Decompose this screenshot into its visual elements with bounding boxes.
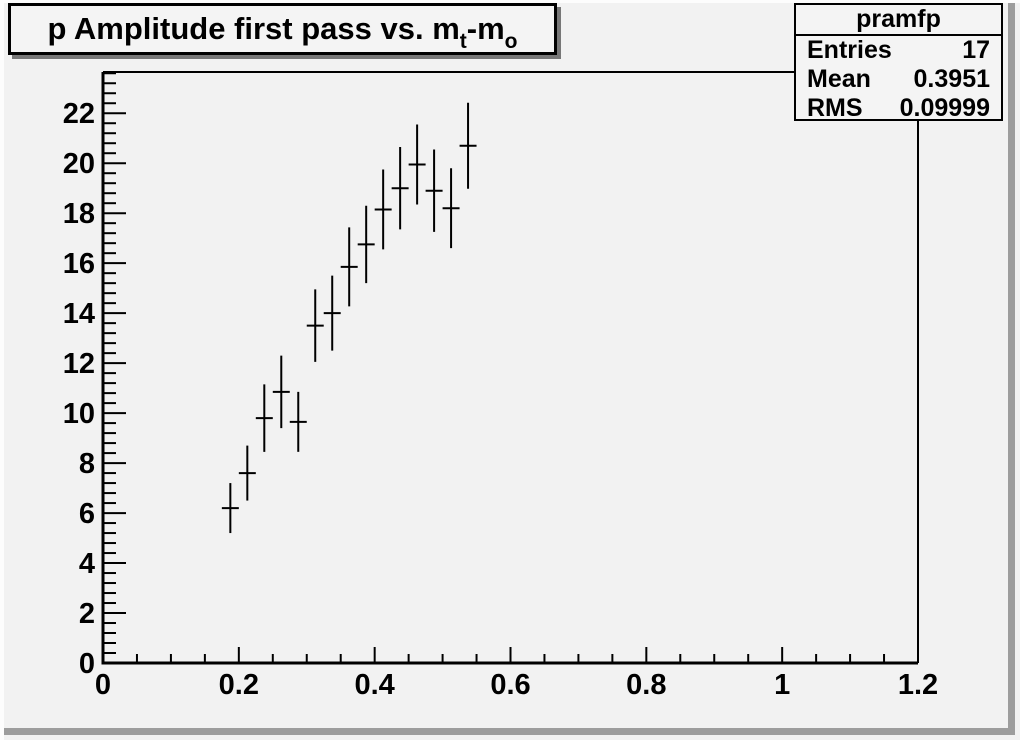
stats-value: 0.3951: [913, 65, 990, 93]
y-axis: 0 2 4 6 8 10 12 14 16 18 20 22: [63, 72, 126, 680]
svg-text:4: 4: [79, 548, 95, 580]
stats-label: RMS: [807, 94, 863, 122]
svg-text:0.4: 0.4: [355, 669, 395, 701]
svg-text:1: 1: [774, 669, 790, 701]
plot-frame: [101, 71, 919, 665]
stats-label: Mean: [807, 65, 871, 93]
stats-value: 17: [962, 36, 990, 64]
svg-text:0.2: 0.2: [219, 669, 259, 701]
svg-text:0: 0: [95, 669, 111, 701]
title-subscript-o: o: [504, 30, 518, 53]
svg-text:10: 10: [63, 398, 95, 430]
svg-text:2: 2: [79, 598, 95, 630]
svg-text:0.8: 0.8: [626, 669, 666, 701]
chart-title-box: p Amplitude first pass vs. mt-mo: [8, 3, 557, 55]
svg-text:0.6: 0.6: [490, 669, 530, 701]
stats-value: 0.09999: [899, 94, 990, 122]
svg-text:1.2: 1.2: [898, 669, 938, 701]
svg-text:18: 18: [63, 198, 95, 230]
svg-text:8: 8: [79, 448, 95, 480]
stats-row-rms: RMS 0.09999: [796, 94, 1001, 123]
canvas-bevel-right: [1008, 3, 1015, 735]
canvas-bevel-bottom: [4, 728, 1015, 735]
svg-text:0: 0: [79, 648, 95, 680]
stats-title: pramfp: [796, 5, 1001, 36]
svg-text:14: 14: [63, 298, 95, 330]
svg-text:12: 12: [63, 348, 95, 380]
data-points: [221, 102, 477, 534]
svg-text:16: 16: [63, 248, 95, 280]
chart-title: p Amplitude first pass vs. mt-mo: [47, 11, 518, 53]
svg-text:22: 22: [63, 98, 95, 130]
stats-row-mean: Mean 0.3951: [796, 65, 1001, 94]
stats-row-entries: Entries 17: [796, 36, 1001, 65]
canvas-bevel-left: [0, 0, 4, 740]
title-subscript-t: t: [459, 30, 467, 53]
stats-box: pramfp Entries 17 Mean 0.3951 RMS 0.0999…: [794, 3, 1003, 123]
x-axis: 0 0.2 0.4 0.6 0.8 1 1.2: [95, 647, 938, 701]
svg-text:20: 20: [63, 148, 95, 180]
svg-text:6: 6: [79, 498, 95, 530]
canvas-bevel-top: [0, 0, 1020, 3]
stats-label: Entries: [807, 36, 892, 64]
